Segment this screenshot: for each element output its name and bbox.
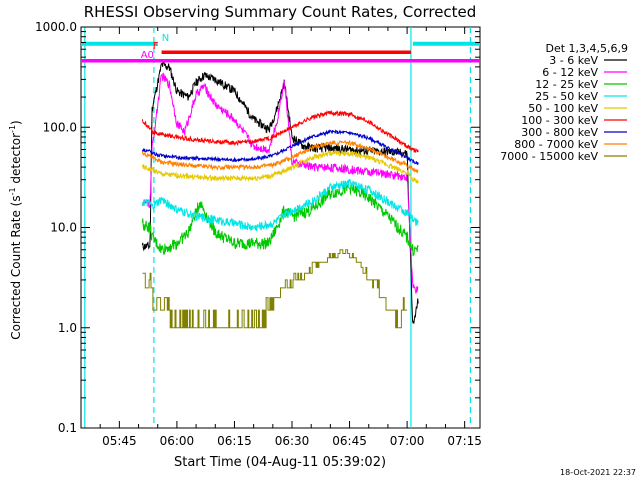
- series-line-8: [141, 139, 419, 174]
- y-label-sup-2: -1: [8, 125, 17, 133]
- legend-label-2: 6 - 12 keV: [542, 66, 598, 79]
- x-tick-label: 06:45: [332, 434, 367, 448]
- timestamp: 18-Oct-2021 22:37: [560, 468, 636, 477]
- series-line-2: [141, 72, 419, 295]
- y-tick-label: 0.1: [58, 421, 77, 435]
- legend-label-8: 800 - 7000 keV: [514, 138, 598, 151]
- series-line-9: [142, 249, 408, 329]
- x-tick-label: 06:00: [160, 434, 195, 448]
- series-line-3: [141, 181, 419, 257]
- attenuator-label-2: A0: [141, 50, 154, 61]
- attenuator-label-1: F: [153, 41, 159, 52]
- x-tick-label: 05:45: [102, 434, 137, 448]
- legend-label-5: 50 - 100 keV: [528, 102, 598, 115]
- x-axis-label: Start Time (04-Aug-11 05:39:02): [174, 455, 386, 470]
- y-tick-label: 1000.0: [35, 20, 77, 34]
- y-tick-label: 1.0: [58, 321, 77, 335]
- y-label-part-1: Corrected Count Rate (s: [9, 195, 23, 339]
- legend-label-4: 25 - 50 keV: [535, 90, 598, 103]
- x-tick-label: 06:15: [217, 434, 252, 448]
- x-tick-label: 07:15: [447, 434, 482, 448]
- series-line-6: [141, 109, 419, 153]
- legend-label-9: 7000 - 15000 keV: [500, 150, 598, 163]
- legend-label-1: 3 - 6 keV: [549, 54, 598, 67]
- y-tick-label: 100.0: [43, 120, 77, 134]
- y-label-part-3: ): [9, 120, 23, 125]
- y-label-part-2: detector: [9, 133, 23, 188]
- series-line-5: [141, 149, 419, 184]
- plot-frame: [80, 26, 481, 429]
- legend-label-6: 100 - 300 keV: [521, 114, 598, 127]
- y-label-sup-1: -1: [8, 187, 17, 195]
- chart-title: RHESSI Observing Summary Count Rates, Co…: [84, 3, 477, 21]
- legend-label-7: 300 - 800 keV: [521, 126, 598, 139]
- night-bar-label: N: [162, 33, 169, 44]
- legend-label-3: 12 - 25 keV: [535, 78, 598, 91]
- y-axis-label: Corrected Count Rate (s-1 detector-1): [8, 120, 23, 339]
- x-tick-label: 06:30: [275, 434, 310, 448]
- series-line-7: [141, 128, 419, 166]
- x-tick-label: 07:00: [390, 434, 425, 448]
- y-tick-label: 10.0: [50, 221, 77, 235]
- series-line-4: [141, 178, 419, 231]
- legend-title: Det 1,3,4,5,6,9: [545, 42, 628, 55]
